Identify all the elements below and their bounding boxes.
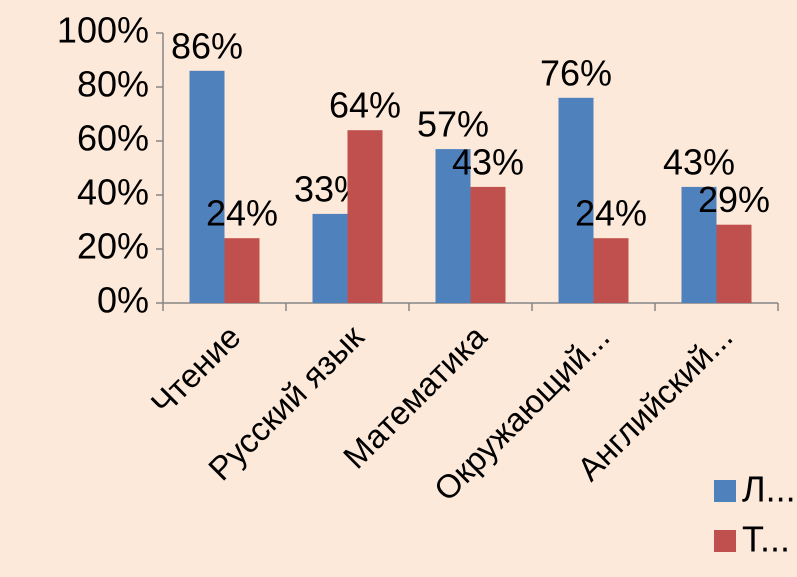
value-label: 76% bbox=[540, 52, 612, 93]
bar bbox=[558, 97, 594, 303]
bar bbox=[224, 238, 260, 303]
legend-label: Т... bbox=[742, 519, 790, 560]
bar bbox=[347, 130, 383, 303]
bar bbox=[681, 186, 717, 303]
bar bbox=[435, 149, 471, 303]
y-tick-label: 100% bbox=[57, 10, 149, 51]
value-label: 43% bbox=[452, 141, 524, 182]
y-tick-label: 0% bbox=[97, 280, 149, 321]
y-tick-label: 20% bbox=[77, 226, 149, 267]
y-tick-label: 60% bbox=[77, 118, 149, 159]
value-label: 24% bbox=[206, 193, 278, 234]
value-label: 57% bbox=[417, 104, 489, 145]
legend-swatch bbox=[714, 480, 736, 502]
value-label: 29% bbox=[698, 179, 770, 220]
legend-swatch bbox=[714, 530, 736, 552]
legend-label: Л... bbox=[742, 469, 796, 510]
value-label: 86% bbox=[171, 25, 243, 66]
y-tick-label: 40% bbox=[77, 172, 149, 213]
value-label: 64% bbox=[329, 85, 401, 126]
y-tick-label: 80% bbox=[77, 64, 149, 105]
value-label: 43% bbox=[663, 141, 735, 182]
bar bbox=[189, 70, 225, 303]
bar bbox=[716, 224, 752, 303]
bar bbox=[593, 238, 629, 303]
bar bbox=[312, 213, 348, 303]
value-label: 24% bbox=[575, 193, 647, 234]
bar bbox=[470, 186, 506, 303]
